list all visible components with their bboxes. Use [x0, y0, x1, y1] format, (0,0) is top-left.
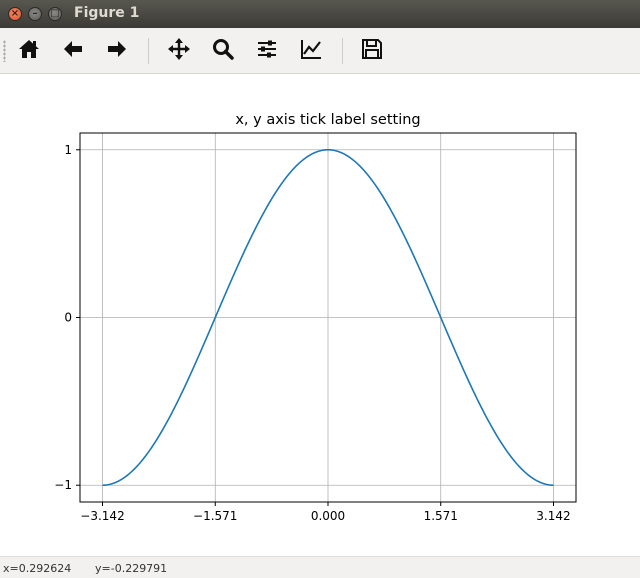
cursor-y-readout: y=-0.229791 — [95, 562, 168, 575]
window-titlebar: × – □ Figure 1 — [0, 0, 640, 28]
window-maximize-button[interactable]: □ — [48, 7, 62, 21]
toolbar-separator — [148, 38, 149, 64]
y-tick-label: −1 — [54, 478, 72, 492]
x-tick-label: −3.142 — [80, 509, 124, 523]
window-close-button[interactable]: × — [8, 7, 22, 21]
subplots-sliders-icon — [255, 37, 279, 65]
subplots-button[interactable] — [253, 37, 281, 65]
save-button[interactable] — [358, 37, 386, 65]
plot-svg[interactable]: −3.142 −1.571 0.000 1.571 3.142 −1 0 1 x, y axis… — [0, 74, 640, 556]
window-title: Figure 1 — [74, 5, 140, 21]
back-button[interactable] — [59, 37, 87, 65]
cosine-series-line — [102, 148, 554, 487]
home-icon — [17, 37, 41, 65]
zoom-magnifier-icon — [211, 37, 235, 65]
save-floppy-icon — [360, 37, 384, 65]
figure-canvas[interactable]: −3.142 −1.571 0.000 1.571 3.142 −1 0 1 x, y axis… — [0, 74, 640, 556]
window-minimize-button[interactable]: – — [28, 7, 42, 21]
navigation-toolbar — [0, 28, 640, 74]
chart-title: x, y axis tick label setting — [235, 112, 420, 128]
x-tick-label: −1.571 — [193, 509, 237, 523]
forward-button[interactable] — [103, 37, 131, 65]
zoom-button[interactable] — [209, 37, 237, 65]
y-tick-label: 0 — [64, 311, 72, 325]
edit-axes-button[interactable] — [297, 37, 325, 65]
x-tick-label: 1.571 — [424, 509, 458, 523]
status-bar: x=0.292624 y=-0.229791 — [0, 556, 640, 578]
y-tick-label: 1 — [64, 143, 72, 157]
edit-axes-chart-icon — [299, 37, 323, 65]
pan-button[interactable] — [165, 37, 193, 65]
toolbar-grip[interactable] — [3, 40, 6, 62]
cursor-x-readout: x=0.292624 — [3, 562, 72, 575]
toolbar-separator — [342, 38, 343, 64]
forward-arrow-icon — [105, 37, 129, 65]
x-tick-label: 0.000 — [311, 509, 345, 523]
pan-move-icon — [167, 37, 191, 65]
home-button[interactable] — [15, 37, 43, 65]
x-tick-label: 3.142 — [536, 509, 570, 523]
back-arrow-icon — [61, 37, 85, 65]
